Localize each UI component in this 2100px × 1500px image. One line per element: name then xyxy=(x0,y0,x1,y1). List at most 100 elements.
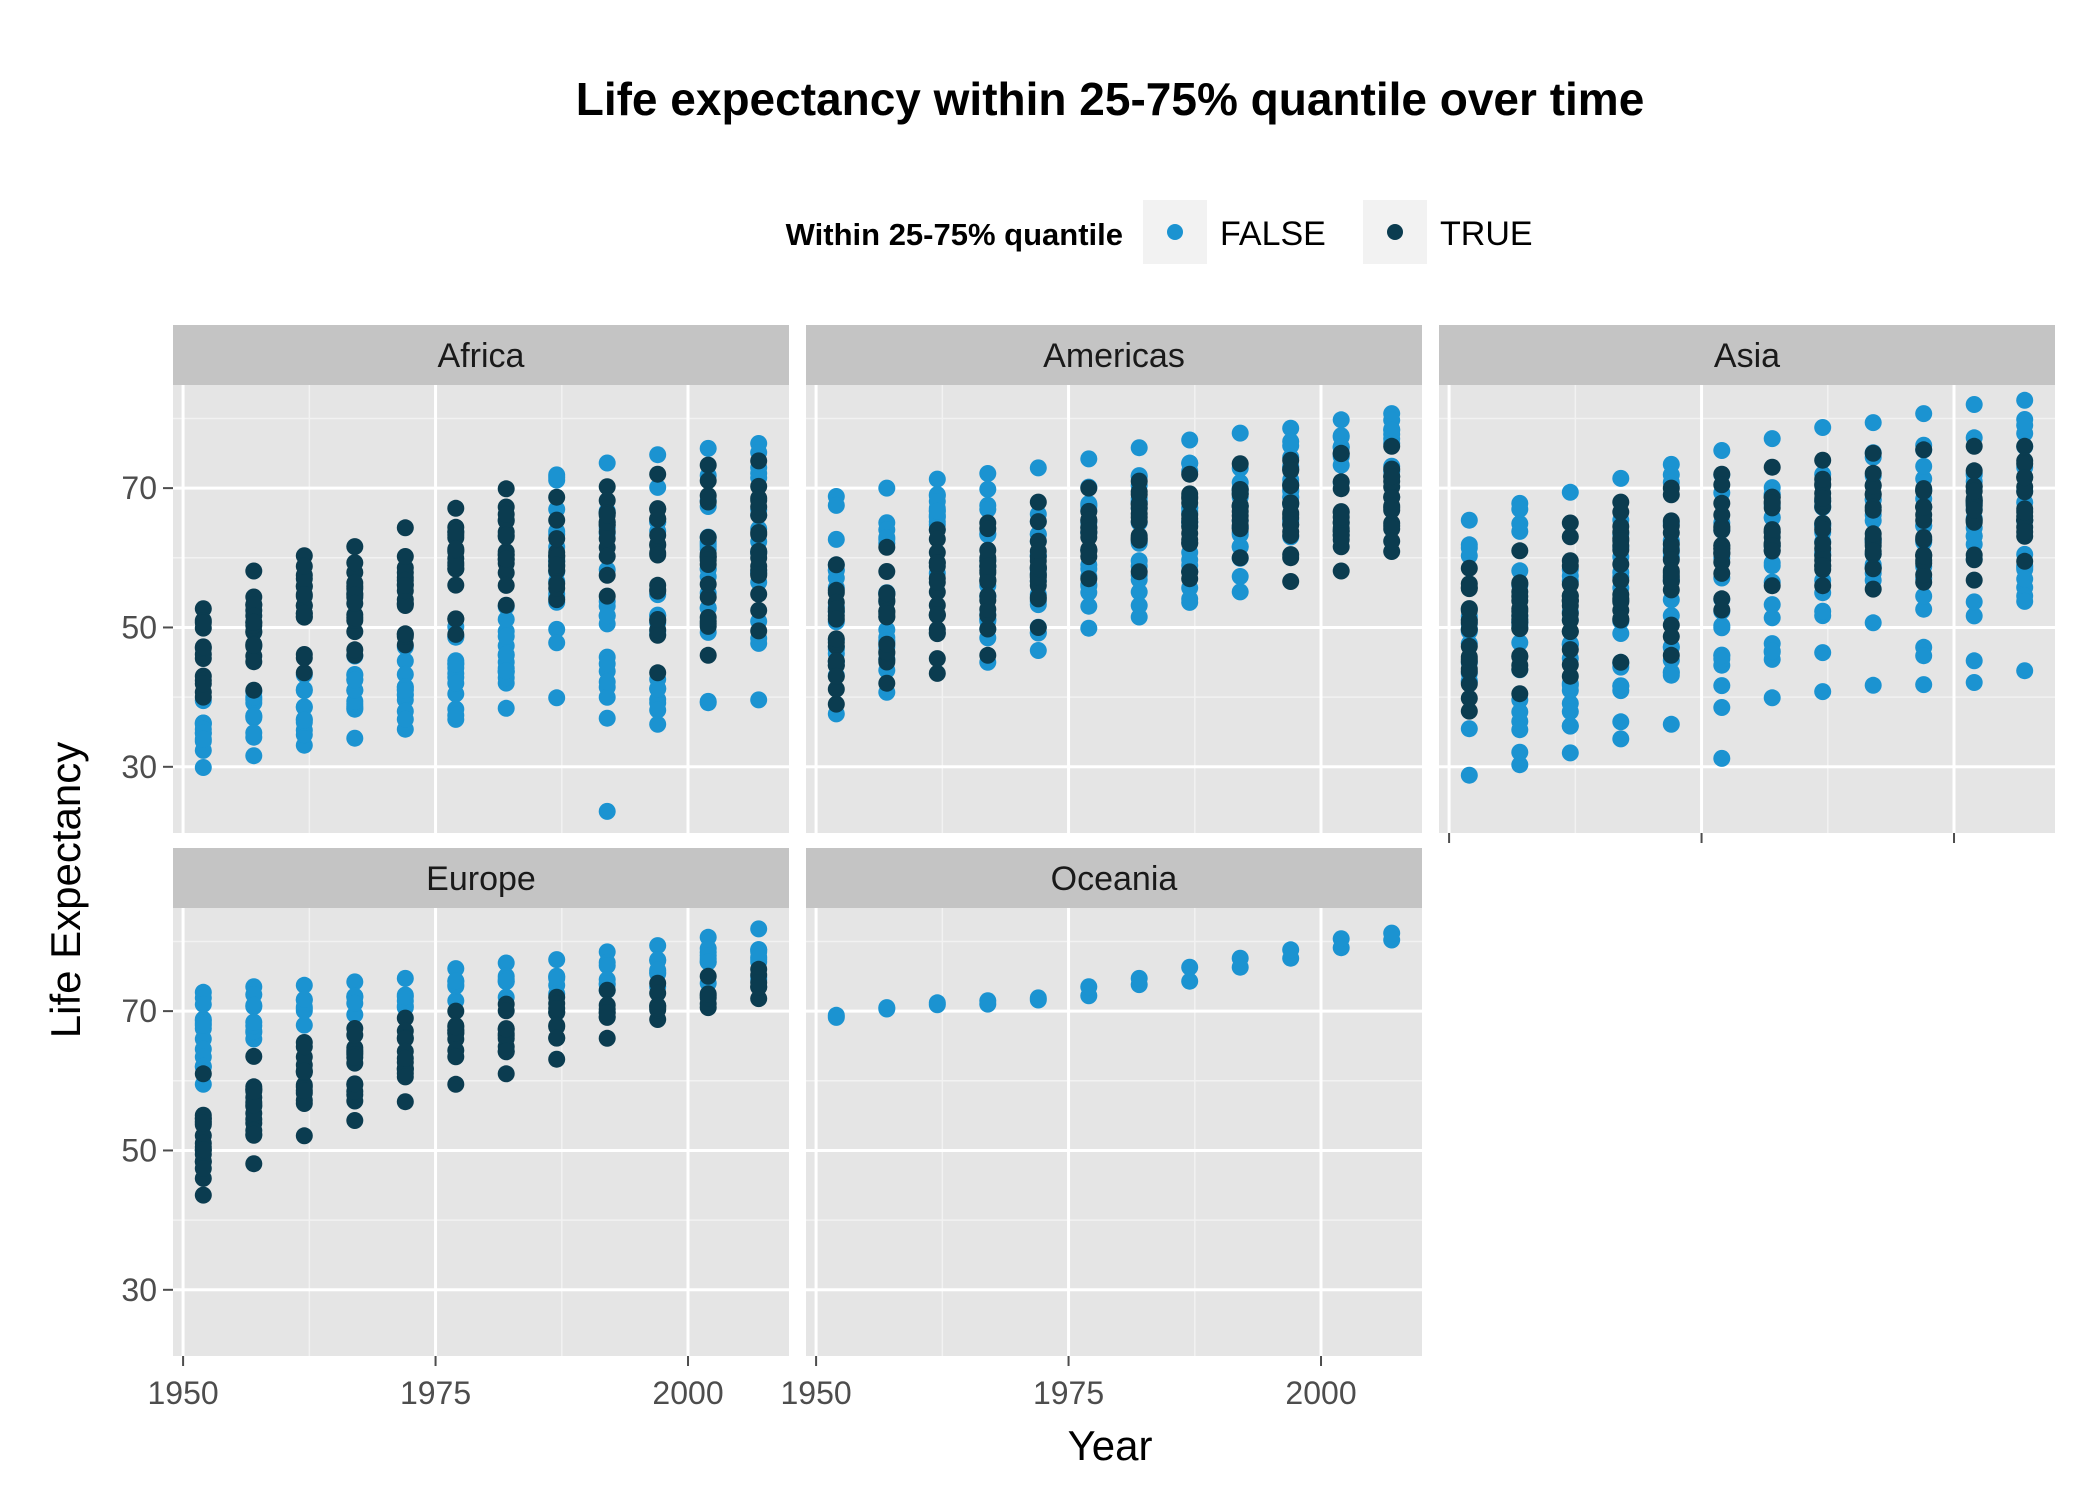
data-point-asia-true xyxy=(1965,501,1983,519)
data-point-africa-false xyxy=(396,682,414,699)
data-point-asia-true xyxy=(1662,486,1680,504)
data-point-africa-true xyxy=(548,556,566,574)
data-point-oceania-false xyxy=(1282,941,1300,959)
data-point-asia-false xyxy=(2016,570,2034,588)
data-point-europe-true xyxy=(194,1141,212,1159)
data-point-africa-true xyxy=(649,500,667,518)
data-point-asia-true xyxy=(2016,455,2034,473)
data-point-americas-true xyxy=(1130,483,1148,501)
data-point-africa-false xyxy=(346,729,364,747)
data-point-africa-false xyxy=(245,747,263,765)
data-point-asia-false xyxy=(1864,614,1882,632)
data-point-asia-true xyxy=(1460,637,1478,655)
data-point-europe-false xyxy=(396,986,414,1004)
data-point-americas-true xyxy=(1231,455,1249,473)
data-point-asia-false xyxy=(1561,703,1579,721)
data-point-europe-true xyxy=(346,1026,364,1044)
data-point-asia-true xyxy=(1460,559,1478,577)
data-point-africa-false xyxy=(194,730,212,748)
data-point-americas-true xyxy=(979,520,997,538)
data-point-europe-true xyxy=(649,997,667,1015)
data-point-americas-true xyxy=(1029,558,1047,576)
data-point-americas-true xyxy=(878,674,896,692)
data-point-europe-false xyxy=(194,1016,212,1034)
data-point-americas-true xyxy=(1383,437,1401,455)
data-point-europe-false xyxy=(295,976,313,994)
data-point-europe-true xyxy=(194,1065,212,1083)
data-point-europe-true xyxy=(194,1186,212,1204)
data-point-africa-false xyxy=(598,655,616,673)
data-point-africa-true xyxy=(649,611,667,628)
data-point-europe-true xyxy=(396,1093,414,1111)
data-point-asia-false xyxy=(1763,596,1781,614)
facet-strip-europe xyxy=(173,848,789,908)
data-point-asia-false xyxy=(1965,607,1983,625)
data-point-americas-false xyxy=(1231,583,1249,601)
data-point-asia-true xyxy=(1713,545,1731,563)
data-point-europe-true xyxy=(497,1002,515,1020)
data-point-africa-true xyxy=(245,613,263,631)
data-point-asia-true xyxy=(1713,590,1731,608)
data-point-europe-true xyxy=(396,1030,414,1048)
data-point-africa-true xyxy=(699,456,717,474)
data-point-asia-true xyxy=(1814,534,1832,552)
data-point-americas-false xyxy=(1080,597,1098,615)
axes: 30 50 70 30 50 70 1950 1975 2000 1950 1975 2000 xyxy=(121,470,1956,1411)
data-point-asia-true xyxy=(2016,552,2034,570)
data-point-africa-true xyxy=(750,452,768,470)
data-point-asia-false xyxy=(2016,662,2034,680)
data-point-europe-true xyxy=(447,1018,465,1036)
data-point-asia-false xyxy=(1612,713,1630,731)
data-point-africa-true xyxy=(447,625,465,643)
data-point-oceania-false xyxy=(1383,924,1401,942)
facet-strip-americas xyxy=(806,325,1422,385)
data-point-asia-true xyxy=(1864,464,1882,482)
data-point-europe-true xyxy=(548,1017,566,1034)
data-point-oceania-false xyxy=(1332,930,1350,948)
data-point-americas-false xyxy=(1181,431,1199,449)
data-point-europe-true xyxy=(295,1082,313,1100)
data-point-asia-false xyxy=(1561,717,1579,735)
data-point-africa-true xyxy=(699,472,717,490)
data-point-asia-false xyxy=(1511,562,1529,580)
data-point-europe-true xyxy=(447,1002,465,1020)
data-point-americas-true xyxy=(1080,548,1098,566)
data-point-africa-true xyxy=(447,576,465,594)
data-point-americas-false xyxy=(1029,459,1047,477)
data-point-americas-true xyxy=(1029,542,1047,560)
data-point-asia-true xyxy=(2016,523,2034,541)
facet-strip-asia xyxy=(1439,325,2055,385)
data-point-americas-true xyxy=(1181,465,1199,483)
data-point-asia-false xyxy=(1612,730,1630,748)
facet-oceania: Oceania xyxy=(806,848,1422,1356)
data-point-asia-true xyxy=(1763,577,1781,595)
data-point-asia-false xyxy=(1662,666,1680,684)
data-point-asia-false xyxy=(1915,676,1933,694)
data-point-africa-false xyxy=(447,674,465,692)
data-point-europe-true xyxy=(699,967,717,985)
data-point-europe-true xyxy=(497,1065,515,1083)
data-point-americas-false xyxy=(1332,411,1350,429)
data-point-americas-true xyxy=(979,620,997,638)
data-point-europe-false xyxy=(194,995,212,1013)
data-point-oceania-false xyxy=(1029,989,1047,1007)
data-point-europe-true xyxy=(548,1050,566,1068)
data-point-asia-true xyxy=(1864,501,1882,519)
data-point-asia-false xyxy=(1511,500,1529,518)
data-point-africa-false xyxy=(750,634,768,652)
data-point-asia-true xyxy=(1915,482,1933,500)
data-point-asia-true xyxy=(2016,503,2034,521)
facet-label-oceania: Oceania xyxy=(1051,860,1178,898)
data-point-africa-false xyxy=(699,439,717,457)
y-tick-label: 30 xyxy=(121,1272,157,1308)
data-point-americas-true xyxy=(979,587,997,605)
data-point-asia-false xyxy=(2016,592,2034,610)
facet-panel-americas xyxy=(806,385,1422,833)
data-point-africa-true xyxy=(194,675,212,693)
data-point-africa-true xyxy=(699,646,717,664)
data-point-asia-true xyxy=(1915,441,1933,459)
data-point-americas-true xyxy=(1181,494,1199,512)
data-point-africa-false xyxy=(649,478,667,496)
data-point-africa-false xyxy=(295,726,313,744)
data-point-europe-true xyxy=(598,1029,616,1047)
